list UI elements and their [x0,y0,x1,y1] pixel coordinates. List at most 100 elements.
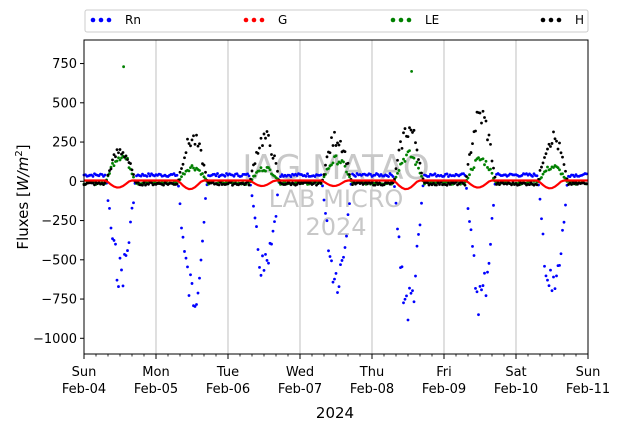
point-le [472,166,476,170]
point-rn [331,280,335,284]
point-h [360,181,363,184]
point-h [268,144,272,148]
point-h [412,128,416,132]
point-h [478,111,482,115]
point-h [484,119,488,123]
point-rn [490,216,494,220]
point-rn [472,254,476,257]
point-le [253,174,257,178]
point-h [319,181,323,185]
point-rn [487,261,491,265]
point-h [330,136,333,140]
point-h [273,154,276,158]
point-le [122,65,125,69]
point-rn [256,248,260,251]
point-rn [319,173,323,177]
point-h [426,181,429,185]
point-rn [483,271,486,275]
point-h [489,142,492,146]
point-rn [402,301,405,305]
point-h [553,137,557,141]
point-h [190,138,194,142]
point-h [394,167,398,171]
point-le [348,175,351,179]
x-tick-label-day: Sun [576,365,601,380]
point-le [132,175,135,179]
point-h [465,175,468,178]
point-rn [562,220,566,224]
point-rn [177,184,180,188]
point-h [559,151,563,155]
point-le [189,166,192,170]
point-h [112,153,116,157]
point-h [561,155,564,159]
point-rn [471,244,474,248]
legend-label: G [278,13,287,27]
point-h [334,144,338,147]
point-h [558,141,561,145]
legend-marker [548,17,554,23]
point-rn [415,244,419,248]
point-h [256,152,260,155]
point-h [130,168,134,172]
point-h [480,121,483,125]
legend-item-le: LE [390,13,439,27]
point-rn [540,217,543,221]
legend-marker [398,17,404,23]
point-h [322,173,326,176]
point-rn [106,199,110,202]
point-h [544,152,548,156]
point-rn [387,175,390,178]
point-rn [547,284,551,288]
point-h [549,145,552,148]
point-rn [412,300,416,304]
point-le [267,166,270,169]
x-tick-label-day: Wed [286,365,314,380]
point-h [147,182,150,186]
point-rn [396,227,399,231]
point-le [403,159,407,163]
point-h [481,109,485,113]
point-rn [270,242,273,246]
point-h [181,162,185,166]
point-rn [139,174,143,178]
x-tick-label-day: Fri [436,365,452,380]
point-h [535,183,539,187]
point-h [271,156,275,160]
point-rn [145,174,149,178]
point-h [408,126,411,130]
point-rn [216,172,219,175]
point-rn [127,241,131,245]
legend-label: H [575,13,584,27]
x-tick-label-day: Sat [505,365,526,380]
point-rn [246,172,249,176]
point-h [373,183,377,187]
point-h [414,141,417,145]
legend: Rn G LE H [84,9,589,33]
point-h [264,136,267,140]
legend-item-g: G [243,13,287,27]
point-le [484,159,488,163]
point-rn [183,250,186,253]
point-h [517,183,521,187]
point-le [397,169,401,172]
point-rn [147,172,150,176]
point-le [192,166,195,170]
point-rn [250,194,254,198]
point-h [117,151,120,155]
point-h [483,116,486,119]
point-rn [445,172,449,176]
point-h [487,133,491,137]
point-rn [541,232,545,236]
point-rn [334,271,338,275]
legend-label: Rn [125,13,141,27]
point-rn [489,242,492,246]
point-le [410,70,413,73]
point-rn [333,277,336,281]
point-le [541,172,545,176]
point-rn [391,175,395,178]
y-axis-title: Fluxes [W/m2] [14,144,32,249]
point-rn [337,285,341,289]
legend-marker [106,17,112,23]
point-h [217,183,221,187]
